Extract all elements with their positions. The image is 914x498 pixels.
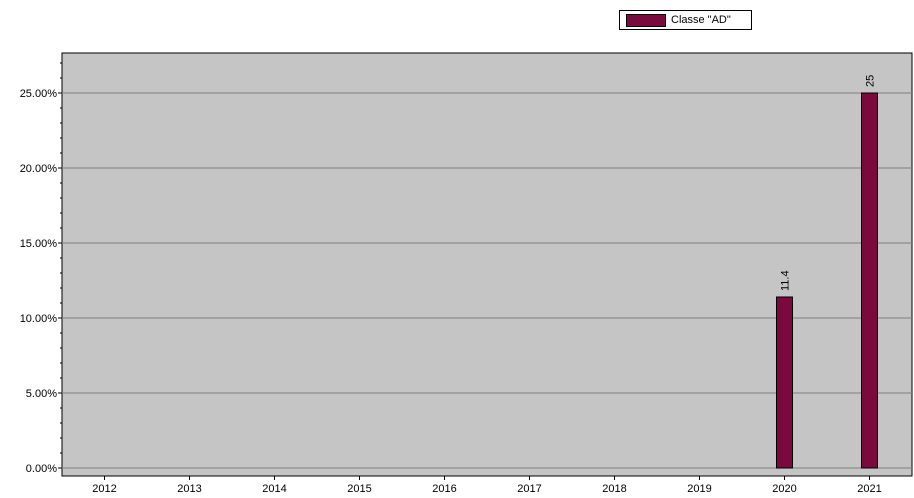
y-tick-label: 20.00% bbox=[20, 163, 58, 175]
x-tick-label: 2018 bbox=[602, 483, 626, 495]
y-tick-label: 15.00% bbox=[20, 238, 58, 250]
x-tick-label: 2015 bbox=[347, 483, 371, 495]
data-label: 11.4 bbox=[780, 270, 792, 291]
bar bbox=[776, 296, 793, 469]
x-tick-label: 2017 bbox=[517, 483, 541, 495]
bar bbox=[861, 92, 878, 469]
y-tick-label: 5.00% bbox=[26, 388, 57, 400]
data-label: 25 bbox=[865, 75, 877, 87]
x-tick-label: 2019 bbox=[687, 483, 711, 495]
legend-label: Classe "AD" bbox=[671, 14, 731, 26]
y-tick-label: 0.00% bbox=[26, 463, 57, 475]
x-tick-label: 2020 bbox=[772, 483, 796, 495]
plot-area bbox=[61, 52, 913, 477]
x-tick-label: 2012 bbox=[92, 483, 116, 495]
x-tick-label: 2013 bbox=[177, 483, 201, 495]
y-tick-label: 10.00% bbox=[20, 313, 58, 325]
x-tick-label: 2021 bbox=[857, 483, 881, 495]
x-tick-label: 2014 bbox=[262, 483, 286, 495]
y-tick-label: 25.00% bbox=[20, 88, 58, 100]
x-tick-label: 2016 bbox=[432, 483, 456, 495]
legend: Classe "AD" bbox=[619, 10, 752, 30]
legend-swatch bbox=[626, 13, 666, 27]
